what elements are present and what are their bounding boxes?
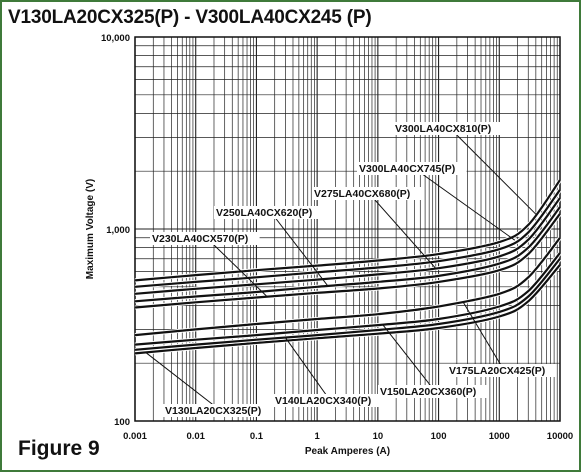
x-axis-title: Peak Amperes (A) xyxy=(305,446,390,457)
series-line-5 xyxy=(134,213,561,309)
annotation-label-bg xyxy=(378,385,488,398)
annotation-leader xyxy=(206,237,268,298)
annotation-label-bg xyxy=(357,162,467,175)
chart-title: V130LA20CX325(P) - V300LA40CX245 (P) xyxy=(8,7,372,28)
annotation-label: V140LA20CX340(P) xyxy=(275,395,371,407)
y-tick-label: 10,000 xyxy=(101,33,130,44)
y-axis-title: Maximum Voltage (V) xyxy=(85,179,96,279)
series-line-4 xyxy=(134,237,561,337)
series-line-9 xyxy=(134,179,561,282)
x-tick-label: 1 xyxy=(314,431,320,442)
x-tick-label: 0.001 xyxy=(123,431,147,442)
y-tick-label: 100 xyxy=(114,417,130,428)
series-line-3 xyxy=(134,252,561,346)
annotation-group: V300LA40CX810(P) V300LA40CX745(P) V275LA40… xyxy=(145,122,557,417)
annotation-label-bg xyxy=(163,404,273,417)
annotation-leader xyxy=(413,167,516,241)
annotation-leader xyxy=(368,192,437,269)
figure-label: Figure 9 xyxy=(18,437,100,460)
annotation-label-bg xyxy=(150,232,260,245)
annotation-label: V250LA40CX620(P) xyxy=(216,207,312,219)
annotation-leader xyxy=(449,127,537,215)
annotation-label: V300LA40CX810(P) xyxy=(395,123,491,135)
annotation-leader xyxy=(284,337,331,401)
annotation-label: V300LA40CX745(P) xyxy=(359,163,455,175)
annotation-label: V150LA20CX360(P) xyxy=(380,386,476,398)
annotation-label-bg xyxy=(273,394,383,407)
annotation-label: V130LA20CX325(P) xyxy=(165,405,261,417)
annotation-leader xyxy=(270,211,329,287)
x-tick-label: 10000 xyxy=(547,431,573,442)
tick-labels: 0.001 0.01 0.1 1 10 100 1000 10000 100 1,000 10,00… xyxy=(101,33,573,442)
annotation-label: V275LA40CX680(P) xyxy=(314,188,410,200)
x-tick-label: 10 xyxy=(373,431,384,442)
annotation-label-bg xyxy=(312,187,422,200)
annotation-label-bg xyxy=(447,364,557,377)
series-line-8 xyxy=(134,189,561,288)
series-line-7 xyxy=(134,197,561,295)
annotation-leader xyxy=(382,324,436,392)
grid xyxy=(134,37,560,422)
annotation-leader xyxy=(462,301,505,371)
annotation-label: V230LA40CX570(P) xyxy=(152,233,248,245)
series-line-2 xyxy=(134,257,561,351)
x-tick-label: 0.1 xyxy=(250,431,264,442)
x-tick-label: 100 xyxy=(431,431,447,442)
series-line-6 xyxy=(134,206,561,303)
series-line-1 xyxy=(134,264,561,355)
y-tick-label: 1,000 xyxy=(106,225,130,236)
annotation-label-bg xyxy=(393,122,503,135)
annotation-label-bg xyxy=(214,206,324,219)
annotation-leader xyxy=(145,352,221,411)
annotation-label: V175LA20CX425(P) xyxy=(449,365,545,377)
x-tick-label: 0.01 xyxy=(186,431,205,442)
series-group xyxy=(134,178,562,356)
plot-border xyxy=(134,36,561,422)
x-tick-label: 1000 xyxy=(489,431,510,442)
